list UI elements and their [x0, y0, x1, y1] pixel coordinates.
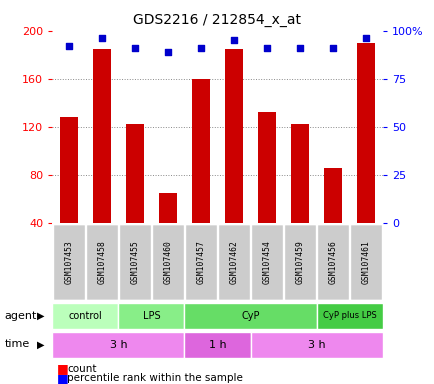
Text: ▶: ▶: [37, 339, 44, 349]
Text: control: control: [68, 311, 102, 321]
Bar: [251, 224, 282, 300]
Bar: [290, 124, 309, 223]
Point: [98, 35, 105, 41]
Bar: [152, 224, 183, 300]
Point: [197, 45, 204, 51]
Bar: [59, 117, 78, 223]
Text: 3 h: 3 h: [109, 339, 127, 350]
Text: ■: ■: [56, 362, 68, 375]
Bar: [119, 224, 150, 300]
Bar: [191, 79, 210, 223]
Point: [329, 45, 336, 51]
Text: GSM107459: GSM107459: [295, 240, 304, 284]
Text: CyP: CyP: [241, 311, 259, 321]
Point: [65, 43, 72, 49]
Point: [362, 35, 369, 41]
Bar: [92, 49, 111, 223]
Text: percentile rank within the sample: percentile rank within the sample: [67, 373, 243, 383]
Bar: [350, 224, 381, 300]
Text: ▶: ▶: [37, 311, 44, 321]
Bar: [52, 332, 184, 358]
Bar: [185, 224, 216, 300]
Bar: [125, 124, 144, 223]
Text: ■: ■: [56, 372, 68, 384]
Point: [263, 45, 270, 51]
Text: GSM107460: GSM107460: [163, 240, 172, 284]
Bar: [158, 193, 177, 223]
Bar: [86, 224, 117, 300]
Text: GSM107461: GSM107461: [361, 240, 370, 284]
Bar: [224, 49, 243, 223]
Text: GSM107457: GSM107457: [196, 240, 205, 284]
Bar: [356, 43, 375, 223]
Text: GSM107453: GSM107453: [64, 240, 73, 284]
Bar: [317, 224, 348, 300]
Text: GSM107454: GSM107454: [262, 240, 271, 284]
Point: [164, 49, 171, 55]
Bar: [118, 303, 184, 329]
Bar: [184, 303, 316, 329]
Bar: [184, 332, 250, 358]
Text: GSM107458: GSM107458: [97, 240, 106, 284]
Bar: [52, 303, 118, 329]
Text: 3 h: 3 h: [307, 339, 325, 350]
Bar: [284, 224, 315, 300]
Text: GSM107456: GSM107456: [328, 240, 337, 284]
Text: agent: agent: [4, 311, 36, 321]
Text: GSM107455: GSM107455: [130, 240, 139, 284]
Text: time: time: [4, 339, 30, 349]
Point: [230, 37, 237, 43]
Bar: [250, 332, 382, 358]
Bar: [218, 224, 249, 300]
Text: 1 h: 1 h: [208, 339, 226, 350]
Bar: [323, 167, 342, 223]
Bar: [53, 224, 84, 300]
Text: GSM107462: GSM107462: [229, 240, 238, 284]
Point: [131, 45, 138, 51]
Text: CyP plus LPS: CyP plus LPS: [322, 311, 376, 320]
Bar: [316, 303, 382, 329]
Text: count: count: [67, 364, 97, 374]
Bar: [257, 112, 276, 223]
Point: [296, 45, 303, 51]
Title: GDS2216 / 212854_x_at: GDS2216 / 212854_x_at: [133, 13, 301, 27]
Text: LPS: LPS: [142, 311, 160, 321]
